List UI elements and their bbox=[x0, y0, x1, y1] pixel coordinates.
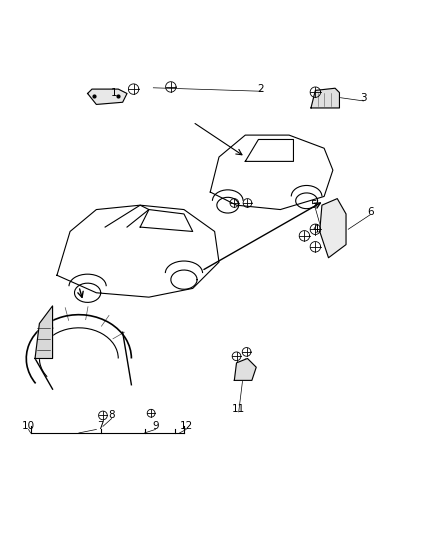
Polygon shape bbox=[320, 199, 346, 258]
Text: 2: 2 bbox=[257, 84, 264, 94]
Polygon shape bbox=[234, 359, 256, 381]
Text: 11: 11 bbox=[232, 404, 245, 414]
Text: 12: 12 bbox=[180, 422, 193, 431]
Polygon shape bbox=[35, 306, 53, 359]
Text: 1: 1 bbox=[110, 88, 117, 99]
Polygon shape bbox=[88, 89, 127, 104]
Polygon shape bbox=[311, 88, 339, 108]
Text: 6: 6 bbox=[367, 207, 374, 217]
Text: 10: 10 bbox=[22, 422, 35, 431]
Text: 3: 3 bbox=[360, 93, 367, 103]
Text: 5: 5 bbox=[310, 200, 317, 210]
Text: 9: 9 bbox=[152, 422, 159, 431]
Text: 7: 7 bbox=[97, 422, 104, 431]
Text: 8: 8 bbox=[108, 410, 115, 421]
Text: 4: 4 bbox=[312, 224, 319, 235]
